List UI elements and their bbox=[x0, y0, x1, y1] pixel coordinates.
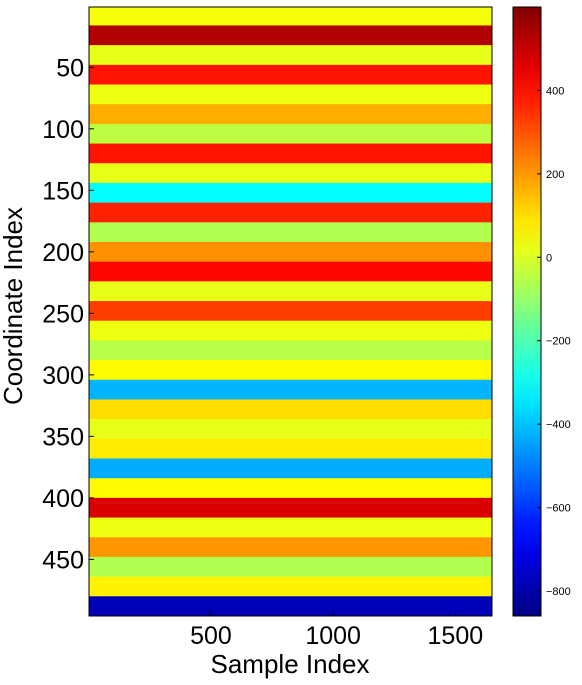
heatmap-row bbox=[89, 222, 492, 243]
heatmap-row bbox=[89, 596, 492, 617]
heatmap-row bbox=[89, 438, 492, 460]
heatmap-row bbox=[89, 360, 492, 381]
y-tick-label: 300 bbox=[42, 362, 84, 390]
heatmap-row bbox=[89, 379, 492, 400]
x-tick-label: 500 bbox=[190, 622, 232, 650]
heatmap-row bbox=[89, 182, 492, 204]
heatmap-row bbox=[89, 281, 492, 302]
heatmap-row bbox=[89, 261, 492, 282]
heatmap-row bbox=[89, 143, 492, 164]
y-tick-label: 400 bbox=[42, 485, 84, 513]
heatmap-row bbox=[89, 7, 492, 26]
y-tick-label: 350 bbox=[42, 423, 84, 451]
colorbar-tick-label: −600 bbox=[546, 503, 571, 515]
heatmap-row bbox=[89, 497, 492, 519]
plot-frame bbox=[88, 6, 493, 617]
heatmap-row bbox=[89, 517, 492, 538]
heatmap-row bbox=[89, 340, 492, 361]
heatmap-row bbox=[89, 123, 492, 145]
heatmap-row bbox=[89, 241, 492, 263]
y-axis-label: Coordinate Index bbox=[0, 207, 28, 405]
heatmap-row bbox=[89, 163, 492, 184]
y-tick-label: 150 bbox=[42, 177, 84, 205]
colorbar-ticks: 400 200 0 −200 −400 −600 −800 bbox=[537, 85, 571, 598]
y-tick-label: 50 bbox=[56, 54, 84, 82]
y-tick-label: 100 bbox=[42, 116, 84, 144]
heatmap-row bbox=[89, 419, 492, 440]
y-axis-ticks: 50 100 150 200 250 300 350 400 450 bbox=[42, 54, 94, 574]
x-axis-label: Sample Index bbox=[211, 649, 370, 679]
heatmap-row bbox=[89, 399, 492, 420]
y-tick-label: 450 bbox=[42, 546, 84, 574]
colorbar-tick-label: −800 bbox=[546, 586, 571, 598]
heatmap-row bbox=[89, 45, 492, 66]
heatmap-rows bbox=[89, 7, 492, 617]
heatmap-row bbox=[89, 84, 492, 105]
colorbar-tick-label: −400 bbox=[546, 419, 571, 431]
heatmap-row bbox=[89, 537, 492, 558]
colorbar bbox=[512, 6, 542, 617]
colorbar-tick-label: 400 bbox=[546, 85, 564, 97]
heatmap-row bbox=[89, 320, 492, 341]
heatmap-row bbox=[89, 202, 492, 223]
colorbar-tick-label: −200 bbox=[546, 336, 571, 348]
x-axis-ticks: 500 1000 1500 bbox=[190, 611, 483, 650]
x-tick-label: 1000 bbox=[305, 622, 361, 650]
heatmap-row bbox=[89, 25, 492, 46]
heatmap-row bbox=[89, 556, 492, 578]
y-tick-label: 200 bbox=[42, 239, 84, 267]
heatmap-row bbox=[89, 458, 492, 479]
heatmap-row bbox=[89, 64, 492, 86]
y-tick-label: 250 bbox=[42, 300, 84, 328]
heatmap-row bbox=[89, 301, 492, 322]
heatmap-row bbox=[89, 576, 492, 597]
heatmap-row bbox=[89, 478, 492, 499]
colorbar-tick-label: 0 bbox=[546, 252, 552, 264]
colorbar-tick-label: 200 bbox=[546, 169, 564, 181]
x-tick-label: 1500 bbox=[428, 622, 484, 650]
heatmap-row bbox=[89, 104, 492, 125]
